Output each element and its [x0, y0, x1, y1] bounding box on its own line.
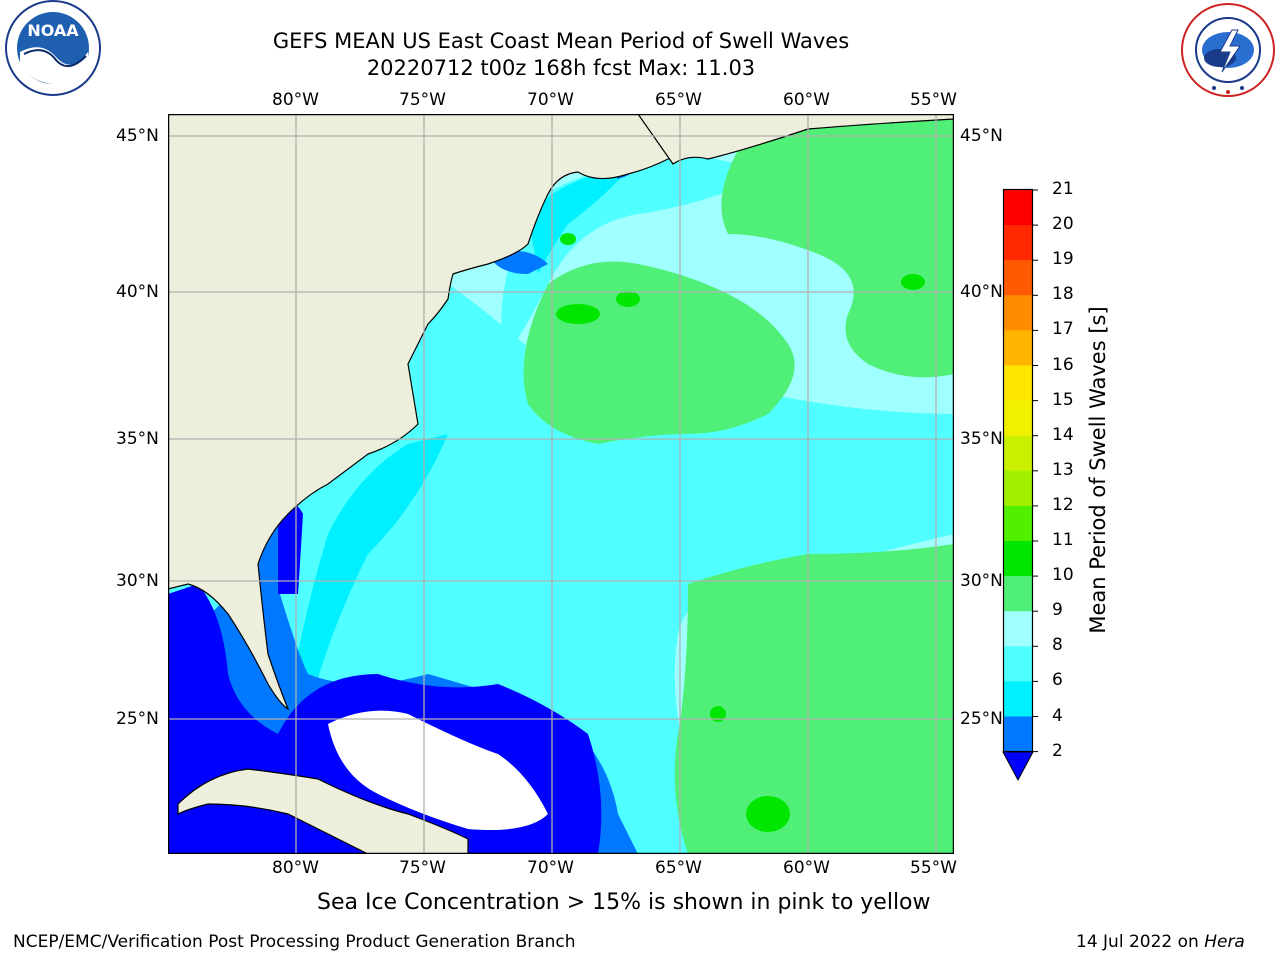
lon-label-bottom: 55°W — [910, 858, 957, 878]
lon-label-top: 80°W — [272, 90, 319, 110]
colorbar-tick-label: 8 — [1052, 635, 1063, 656]
title-line-2: 20220712 t00z 168h fcst Max: 11.03 — [366, 56, 756, 80]
lat-label-right: 25°N — [960, 709, 1003, 729]
colorbar-tick-label: 17 — [1052, 319, 1074, 340]
lon-label-bottom: 60°W — [783, 858, 830, 878]
lat-label-left: 45°N — [116, 126, 159, 146]
colorbar-tick-label: 4 — [1052, 705, 1063, 726]
cuba-land — [177, 768, 469, 855]
colorbar-tick-label: 19 — [1052, 249, 1074, 270]
footer-date-text: 14 Jul 2022 on — [1076, 932, 1205, 952]
colorbar-tick-label: 2 — [1052, 740, 1063, 761]
lat-label-right: 35°N — [960, 429, 1003, 449]
colorbar-tick-label: 9 — [1052, 600, 1063, 621]
colorbar-tick-label: 18 — [1052, 284, 1074, 305]
lon-label-bottom: 80°W — [272, 858, 319, 878]
colorbar-tick-label: 16 — [1052, 354, 1074, 375]
colorbar-swatch — [1004, 541, 1032, 577]
colorbar-swatch — [1004, 611, 1032, 647]
lon-label-top: 60°W — [783, 90, 830, 110]
colorbar-tick-label: 15 — [1052, 389, 1074, 410]
lat-label-right: 30°N — [960, 571, 1003, 591]
swell-period-map — [167, 113, 955, 858]
lat-label-right: 40°N — [960, 282, 1003, 302]
lon-label-bottom: 70°W — [527, 858, 574, 878]
ocean-gulf-maine-4-6 — [528, 169, 628, 274]
ocean-period-10-11 — [556, 304, 600, 324]
colorbar-tick-label: 21 — [1052, 179, 1074, 199]
colorbar-swatch — [1004, 505, 1032, 542]
colorbar-swatches — [1004, 189, 1038, 753]
us-east-coast-land — [167, 113, 810, 711]
colorbar-tick-label: 10 — [1052, 565, 1074, 586]
colorbar-tick-label: 12 — [1052, 494, 1074, 515]
colorbar-swatch — [1004, 400, 1032, 437]
svg-text:NOAA: NOAA — [27, 21, 79, 40]
lon-label-bottom: 65°W — [655, 858, 702, 878]
lat-label-left: 35°N — [116, 429, 159, 449]
bahamas-bank — [328, 710, 548, 830]
lon-label-top: 65°W — [655, 90, 702, 110]
colorbar-swatch — [1004, 330, 1032, 366]
nws-logo — [1176, 0, 1280, 100]
lon-label-top: 75°W — [399, 90, 446, 110]
footer-credit: NCEP/EMC/Verification Post Processing Pr… — [13, 932, 576, 952]
colorbar-extend-arrow — [1002, 751, 1034, 782]
colorbar-swatch — [1004, 435, 1032, 472]
colorbar-swatch — [1004, 295, 1032, 331]
lat-label-right: 45°N — [960, 126, 1003, 146]
colorbar-tick-label: 14 — [1052, 424, 1074, 445]
ocean-coast-under-2 — [278, 504, 303, 594]
colorbar-frame — [1002, 188, 1034, 753]
lat-label-left: 25°N — [116, 709, 159, 729]
lon-label-bottom: 75°W — [399, 858, 446, 878]
lat-label-left: 30°N — [116, 571, 159, 591]
footer-date: 14 Jul 2022 on Hera — [1076, 932, 1245, 952]
colorbar-swatch — [1004, 470, 1032, 507]
map-frame — [167, 113, 955, 855]
colorbar-swatch — [1004, 260, 1032, 296]
footer-host: Hera — [1204, 932, 1245, 952]
sea-ice-note: Sea Ice Concentration > 15% is shown in … — [317, 890, 931, 915]
colorbar-tick-label: 20 — [1052, 214, 1074, 235]
colorbar-tick-label: 11 — [1052, 530, 1074, 550]
colorbar-swatch — [1004, 681, 1032, 717]
nova-scotia-land — [636, 113, 955, 165]
title-line-1: GEFS MEAN US East Coast Mean Period of S… — [272, 29, 850, 53]
colorbar-tick-label: 13 — [1052, 459, 1074, 480]
graticule — [168, 114, 954, 854]
colorbar-swatch — [1004, 576, 1032, 612]
colorbar — [990, 180, 1130, 794]
lon-label-top: 70°W — [527, 90, 574, 110]
colorbar-swatch — [1004, 716, 1032, 753]
noaa-logo: NOAA — [2, 0, 104, 100]
ocean-period-9-10-southeast — [674, 544, 954, 854]
lon-label-top: 55°W — [910, 90, 957, 110]
colorbar-tick-label: 6 — [1052, 670, 1063, 691]
colorbar-label: Mean Period of Swell Waves [s] — [1086, 306, 1110, 634]
colorbar-swatch — [1004, 365, 1032, 402]
colorbar-swatch — [1004, 190, 1032, 226]
lat-label-left: 40°N — [116, 282, 159, 302]
colorbar-swatch — [1004, 646, 1032, 682]
colorbar-swatch — [1004, 225, 1032, 261]
